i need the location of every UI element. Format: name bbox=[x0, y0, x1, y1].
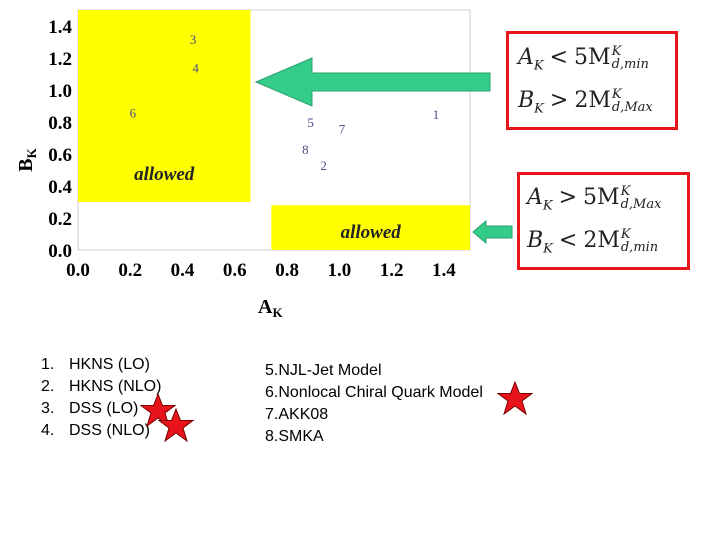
data-points: 1 2 3 4 5 6 7 8 bbox=[130, 32, 440, 173]
legend-item: 4. DSS (NLO) bbox=[41, 422, 150, 439]
x-axis-label: AK bbox=[258, 296, 283, 320]
x-tick-label: 0.2 bbox=[118, 260, 142, 281]
x-tick-label: 0.6 bbox=[223, 260, 247, 281]
data-point-label: 7 bbox=[339, 121, 346, 136]
data-point-label: 1 bbox=[433, 107, 440, 122]
y-tick-label: 1.0 bbox=[48, 81, 72, 102]
x-tick-label: 1.2 bbox=[380, 260, 404, 281]
y-tick-label: 0.0 bbox=[48, 241, 72, 262]
y-axis-label: BK bbox=[15, 147, 39, 171]
y-tick-label: 0.2 bbox=[48, 209, 72, 230]
y-tick-label: 1.2 bbox=[48, 49, 72, 70]
arrow-lower bbox=[472, 219, 513, 245]
y-tick-label: 0.6 bbox=[48, 145, 72, 166]
legend-item: 1. HKNS (LO) bbox=[41, 356, 150, 373]
legend-item: 7.AKK08 bbox=[265, 406, 329, 423]
y-tick-label: 1.4 bbox=[48, 17, 72, 38]
legend-item: 5.NJL-Jet Model bbox=[265, 362, 382, 379]
x-tick-label: 0.4 bbox=[171, 260, 195, 281]
condition-box-bottom bbox=[517, 172, 690, 270]
x-tick-label: 1.0 bbox=[327, 260, 351, 281]
data-point-label: 6 bbox=[130, 105, 137, 120]
legend-item: 6.Nonlocal Chiral Quark Model bbox=[265, 384, 483, 401]
star-icon bbox=[158, 408, 194, 442]
region-label: allowed bbox=[134, 164, 195, 185]
region-label: allowed bbox=[341, 222, 402, 243]
allowed-region bbox=[78, 10, 251, 202]
legend-item: 3. DSS (LO) bbox=[41, 400, 139, 417]
data-point-label: 5 bbox=[307, 115, 314, 130]
condition-box-top bbox=[506, 31, 678, 130]
legend-item: 2. HKNS (NLO) bbox=[41, 378, 162, 395]
x-tick-label: 1.4 bbox=[432, 260, 456, 281]
y-tick-label: 0.4 bbox=[48, 177, 72, 198]
allowed-regions: allowed allowed bbox=[78, 10, 470, 250]
legend-item: 8.SMKA bbox=[265, 428, 324, 445]
axis-ticks: 0.0 0.2 0.4 0.6 0.8 1.0 1.2 1.4 0.0 0.2 0.4 0.6 0.8 1… bbox=[48, 17, 456, 281]
data-point-label: 2 bbox=[320, 158, 327, 173]
data-point-label: 3 bbox=[190, 32, 197, 47]
legend-right: 5.NJL-Jet Model 6.Nonlocal Chiral Quark … bbox=[265, 360, 483, 448]
x-tick-label: 0.0 bbox=[66, 260, 90, 281]
star-icon bbox=[497, 381, 533, 415]
y-tick-label: 0.8 bbox=[48, 113, 72, 134]
x-tick-label: 0.8 bbox=[275, 260, 299, 281]
arrow-upper bbox=[254, 57, 491, 107]
legend-left: 1. HKNS (LO) 2. HKNS (NLO) 3. DSS (LO) 4. DS… bbox=[41, 354, 161, 442]
allowed-region bbox=[271, 205, 470, 250]
data-point-label: 8 bbox=[302, 142, 309, 157]
star-icon bbox=[140, 393, 176, 427]
data-point-label: 4 bbox=[192, 61, 199, 76]
